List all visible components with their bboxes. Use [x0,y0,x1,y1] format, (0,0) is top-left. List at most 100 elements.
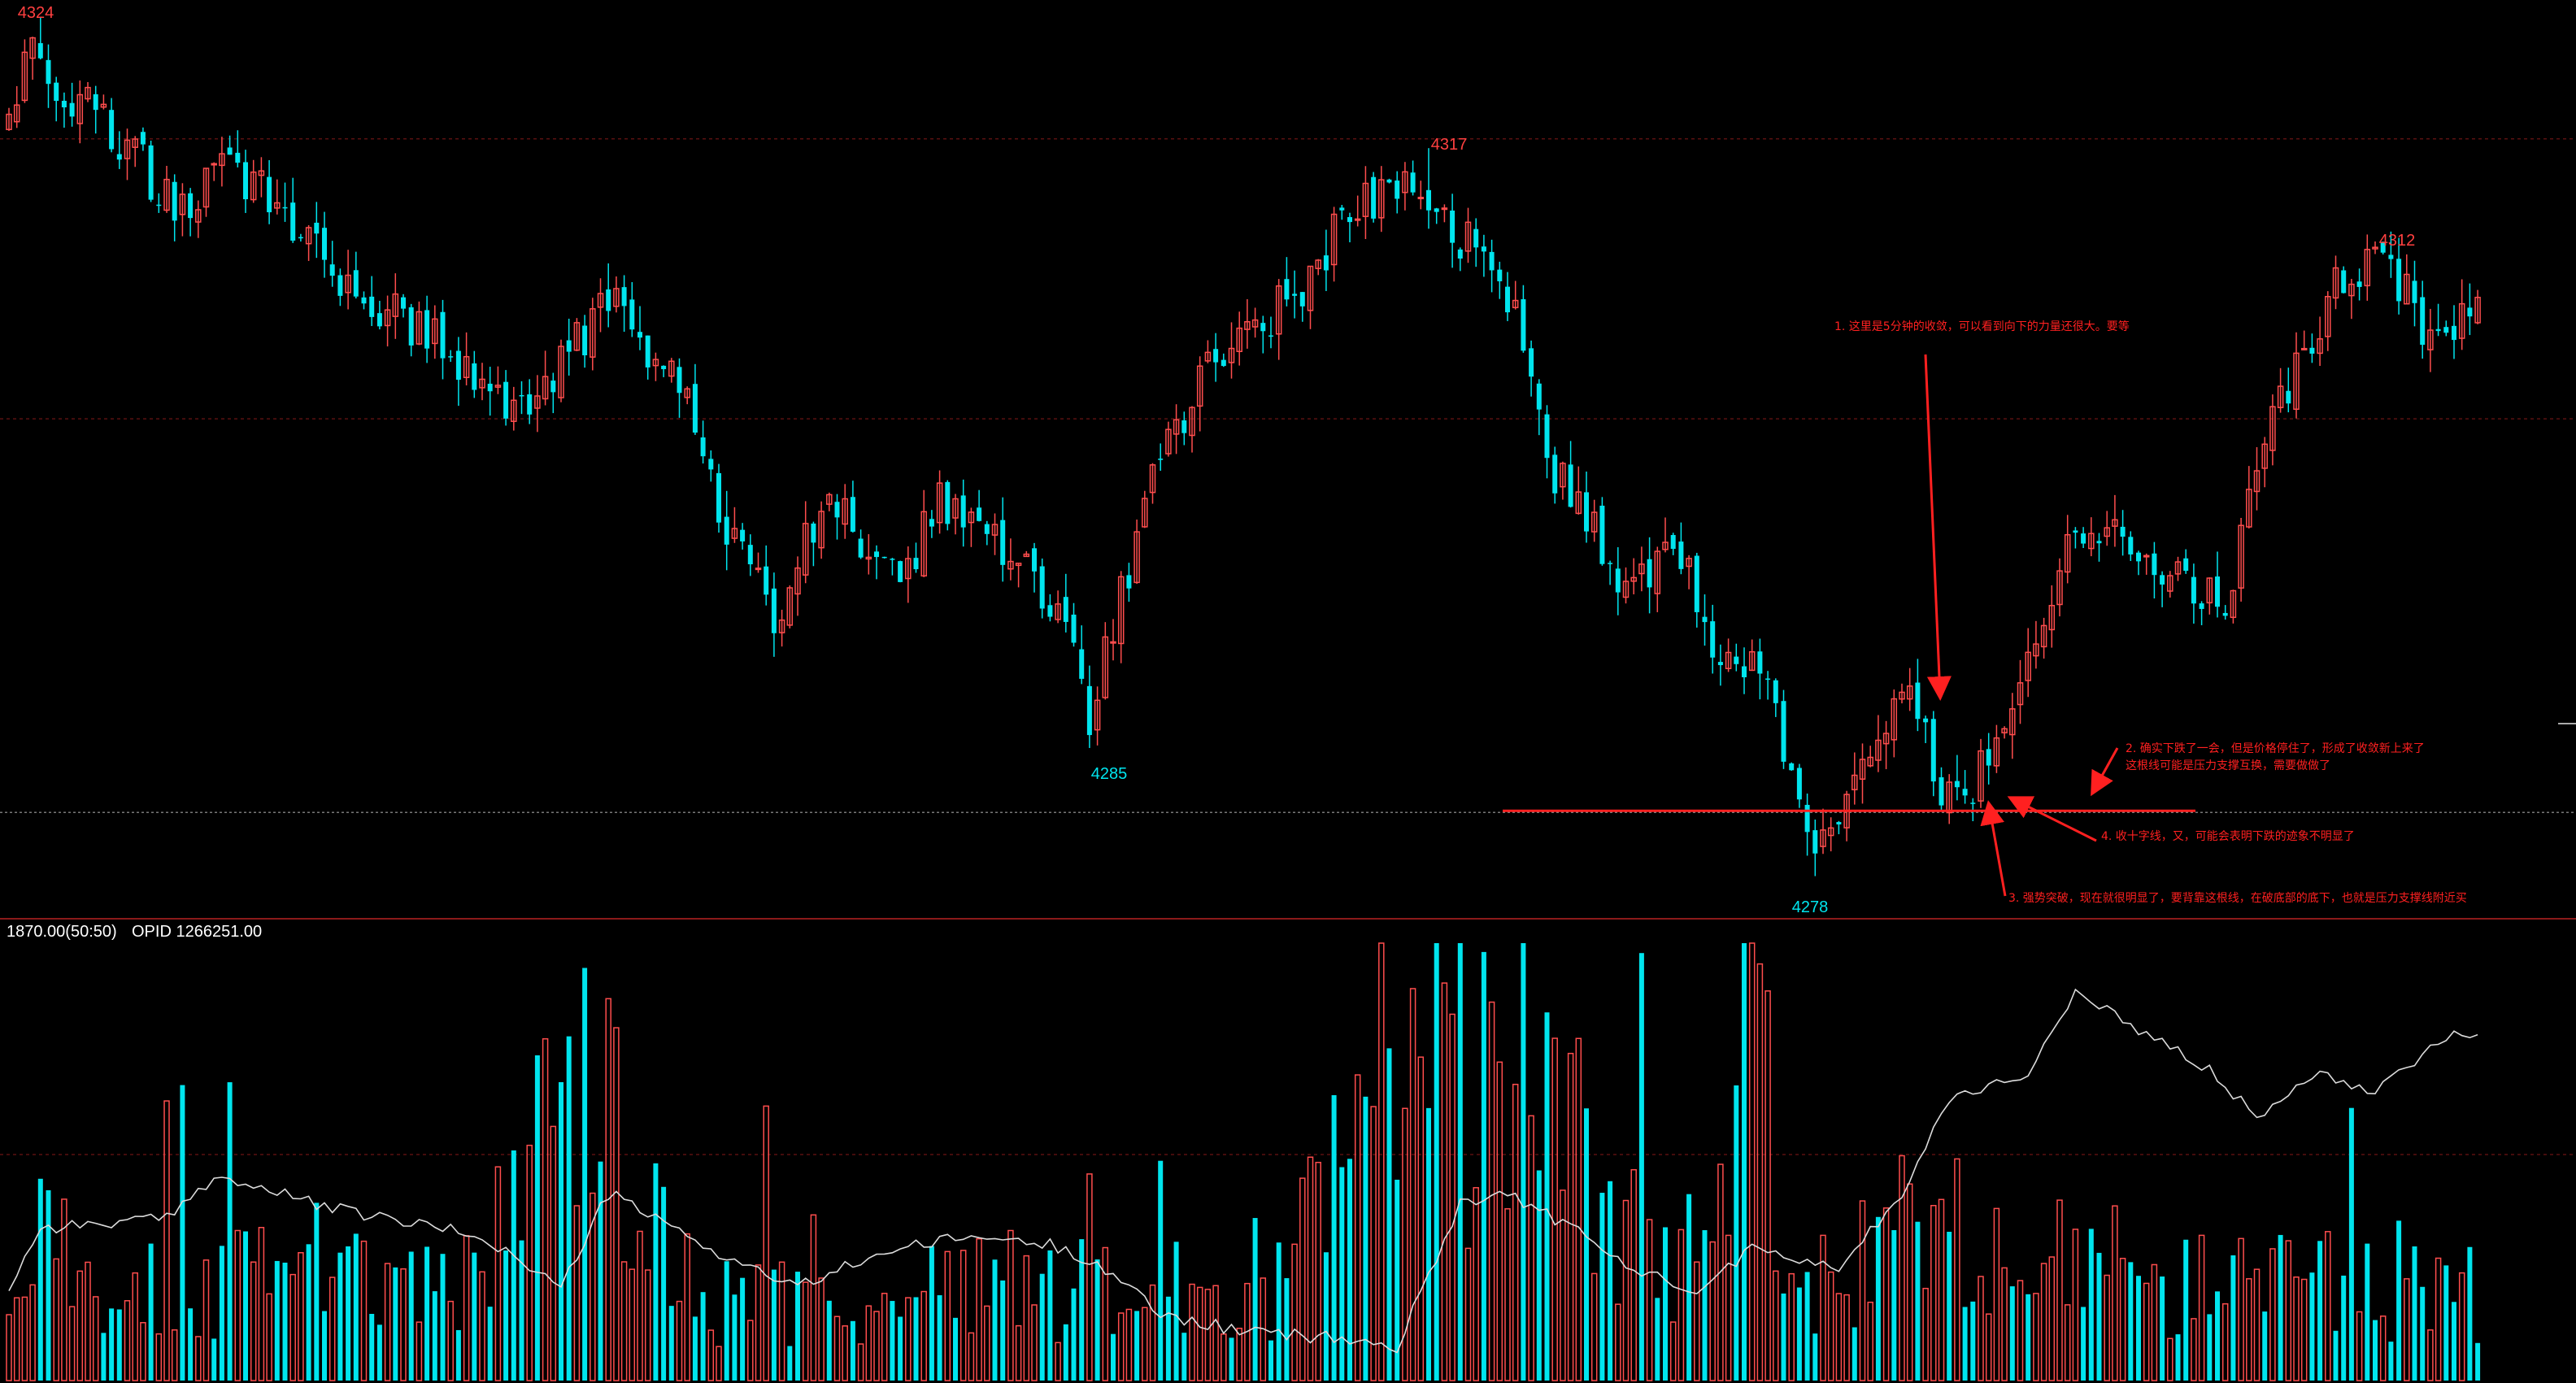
candle-body [1529,348,1534,377]
volume-bar [2356,1311,2363,1381]
volume-bar [140,1322,146,1381]
volume-bar [1843,1294,1850,1381]
candle-body [1323,255,1329,271]
volume-bar [2191,1318,2197,1381]
volume-bar [2160,1276,2165,1381]
candle-body [132,138,138,148]
candle-body [1497,269,1503,281]
candle-body [1292,294,1298,296]
volume-bar [2420,1286,2426,1381]
volume-bar [1788,1272,1795,1381]
candle-body [684,388,690,398]
candle-body [637,332,642,338]
volume-bar [1544,1012,1550,1381]
volume-bar [1584,1108,1589,1381]
volume-bar [1709,1241,1716,1381]
candle-body [1615,568,1621,593]
volume-bar [1111,1333,1116,1381]
candle-body [890,559,895,560]
candle-body [1339,207,1345,211]
volume-bar [109,1308,115,1381]
volume-bar [2151,1263,2158,1381]
volume-bar [881,1293,888,1381]
volume-bar [188,1308,194,1381]
volume-bar [1370,1106,1377,1381]
candle-body [2253,470,2261,493]
candle-body [905,558,912,580]
volume-bar [1702,1230,1708,1381]
candle-body [1015,563,1022,567]
candle-body [432,318,438,345]
volume-bar [542,1037,549,1381]
candle-body [243,162,248,200]
volume-bar [1055,1342,1061,1381]
candle-body [865,556,872,560]
volume-bar [2183,1239,2189,1381]
candle-body [991,524,999,536]
volume-bar [653,1163,659,1381]
candle-body [1939,777,1944,806]
volume-bar [1426,1107,1431,1381]
candle-body [1946,781,1952,814]
candle-body [1473,228,1479,248]
candle-body [1560,463,1566,488]
volume-bar [1449,1013,1456,1381]
volume-bar [1551,1037,1558,1381]
candle-body [235,152,241,163]
volume-bar [1339,1167,1345,1381]
candle-body [202,167,210,208]
candle-body [858,538,864,558]
volume-bar [180,1085,185,1381]
candle-body [1236,327,1242,353]
volume-bar [1457,943,1463,1381]
volume-bar [1521,943,1526,1381]
volume-bar [1756,963,1764,1381]
candle-body [826,494,833,505]
candle-body [1371,176,1377,219]
candle-body [408,307,414,346]
volume-bar [913,1297,919,1381]
candle-body [1457,249,1463,259]
candle-body [1110,641,1116,644]
candle-body [1165,428,1172,454]
volume-bar [850,1320,855,1381]
candle-body [267,176,272,213]
candle-body [2206,577,2213,604]
candle-body [794,567,801,595]
candle-body [1836,822,1842,824]
candle-body [716,472,721,523]
candle-body [69,102,75,117]
candle-body [1970,802,1976,804]
candle-body [1181,420,1187,433]
candle-body [1694,555,1699,612]
candle-body [1867,756,1873,767]
volume-bar [692,1316,698,1381]
volume-bar [1173,1242,1179,1381]
candle-body [606,289,611,311]
candle-body [1662,541,1669,550]
candle-body [2001,728,2008,733]
candle-body [487,383,493,392]
volume-bar [234,1229,242,1381]
candle-body [1196,365,1203,407]
candle-body [1552,454,1558,494]
candle-body [2136,552,2141,562]
candle-body [613,288,620,307]
candle-body [258,170,265,176]
volume-bar [613,1027,620,1381]
volume-bar [487,1307,493,1381]
candle-body [148,145,154,200]
candle-body [1134,531,1140,584]
candle-body [2081,533,2086,544]
candle-body [1149,464,1156,494]
volume-bar [1827,1271,1834,1381]
candle-body [219,153,225,167]
candle-body [2048,605,2056,631]
volume-bar [668,1306,674,1381]
volume-bar [171,1329,178,1381]
volume-bar [755,1264,762,1381]
volume-bar [1669,1321,1677,1381]
candle-body [6,113,12,131]
volume-bar [1646,1219,1653,1381]
candle-body [1852,774,1858,790]
